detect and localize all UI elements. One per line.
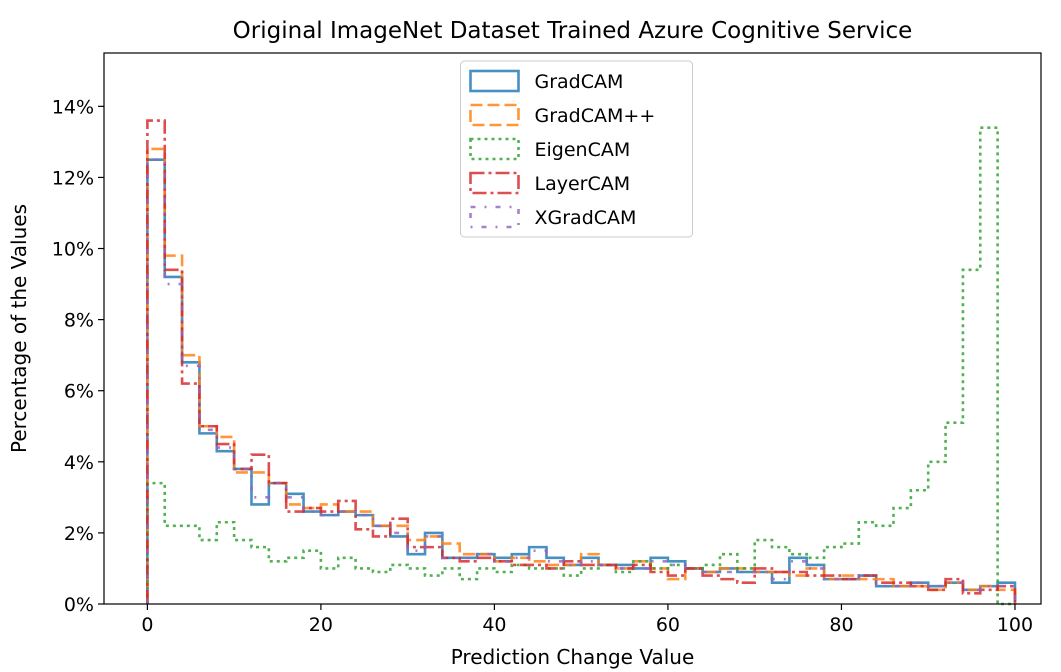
y-axis: 0% 2% 4% 6% 8% 10% 12% 14% (52, 96, 104, 616)
legend-swatch (469, 103, 520, 127)
legend-swatch (469, 137, 520, 161)
plot-frame (103, 52, 1042, 605)
x-tick-label: 40 (482, 614, 506, 636)
x-axis: 0 20 40 60 80 100 (141, 604, 1033, 636)
x-tick-label: 0 (141, 614, 153, 636)
legend-label: GradCAM++ (535, 105, 656, 127)
legend-label: XGradCAM (535, 207, 637, 229)
y-tick-label: 14% (52, 96, 94, 118)
y-tick-label: 6% (64, 381, 94, 403)
series-xgradcam (146, 158, 1017, 604)
x-axis-label: Prediction Change Value (451, 645, 695, 669)
legend-label: EigenCAM (535, 139, 631, 161)
chart-title: Original ImageNet Dataset Trained Azure … (233, 18, 913, 44)
legend-label: LayerCAM (535, 173, 631, 195)
legend-label: GradCAM (535, 71, 624, 93)
legend: GradCAM GradCAM++ EigenCAM LayerCAM XGradCAM (460, 60, 693, 238)
y-tick-label: 4% (64, 452, 94, 474)
x-tick-label: 100 (997, 614, 1033, 636)
y-tick-label: 12% (52, 167, 94, 189)
x-tick-label: 80 (829, 614, 853, 636)
y-tick-label: 8% (64, 310, 94, 332)
series-group (146, 119, 1017, 606)
y-axis-label: Percentage of the Values (7, 204, 31, 453)
y-tick-label: 10% (52, 239, 94, 261)
series-layercam (146, 119, 1017, 604)
legend-swatch (469, 69, 520, 93)
x-tick-label: 20 (309, 614, 333, 636)
legend-swatch (469, 171, 520, 195)
x-tick-label: 60 (656, 614, 680, 636)
legend-swatch (469, 205, 520, 229)
y-tick-label: 0% (64, 594, 94, 616)
y-tick-label: 2% (64, 523, 94, 545)
